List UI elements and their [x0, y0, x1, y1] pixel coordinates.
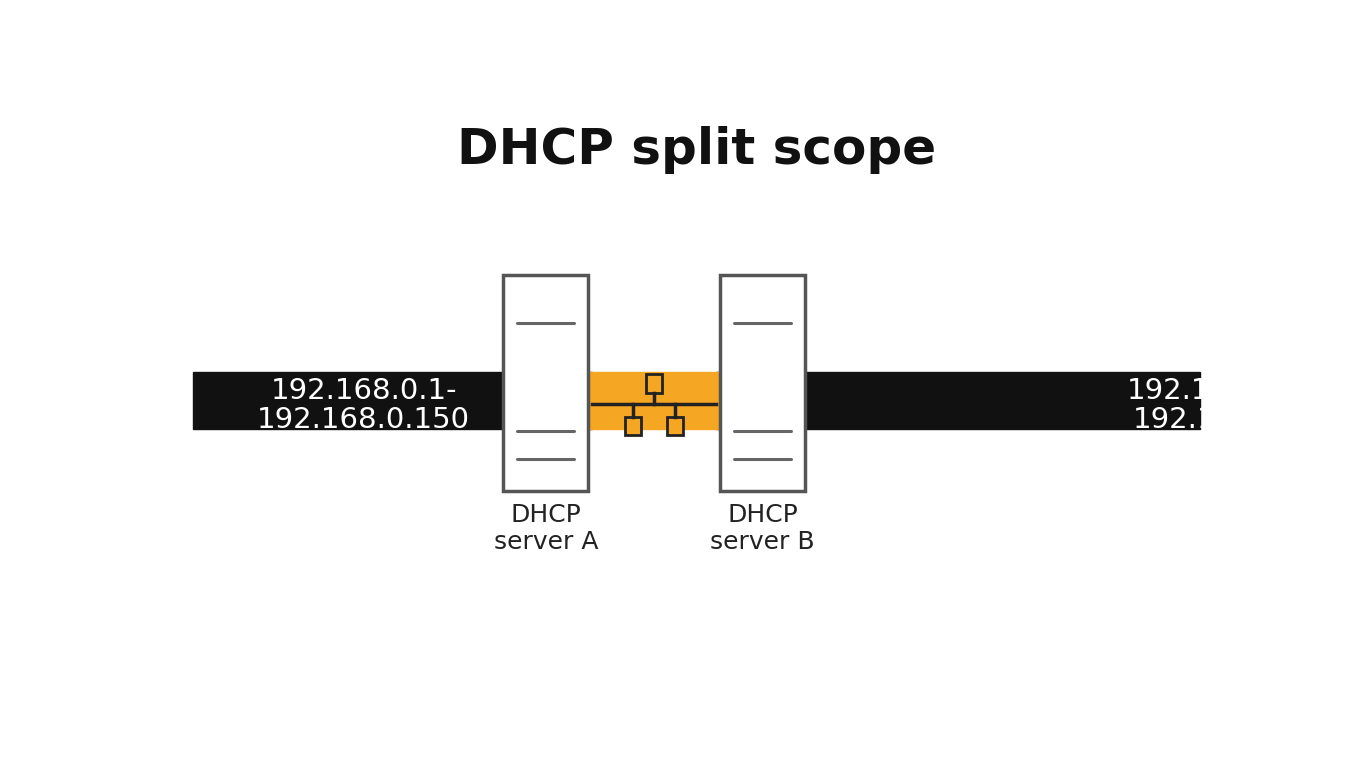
Bar: [503, 276, 588, 491]
Text: DHCP
server A: DHCP server A: [493, 503, 598, 554]
Bar: [716, 372, 1200, 429]
Text: 192.168.0.254: 192.168.0.254: [1132, 406, 1345, 434]
Bar: [646, 374, 662, 393]
Text: DHCP
server B: DHCP server B: [711, 503, 815, 554]
Text: 192.168.0.1-: 192.168.0.1-: [270, 377, 457, 405]
Text: DHCP split scope: DHCP split scope: [457, 126, 936, 174]
Bar: [588, 372, 720, 429]
Bar: [193, 372, 593, 429]
Text: 192.168.0.150: 192.168.0.150: [257, 406, 470, 434]
Bar: [720, 276, 806, 491]
Bar: [625, 417, 641, 435]
Bar: [667, 417, 684, 435]
Text: 192.168.0.151-: 192.168.0.151-: [1127, 377, 1351, 405]
